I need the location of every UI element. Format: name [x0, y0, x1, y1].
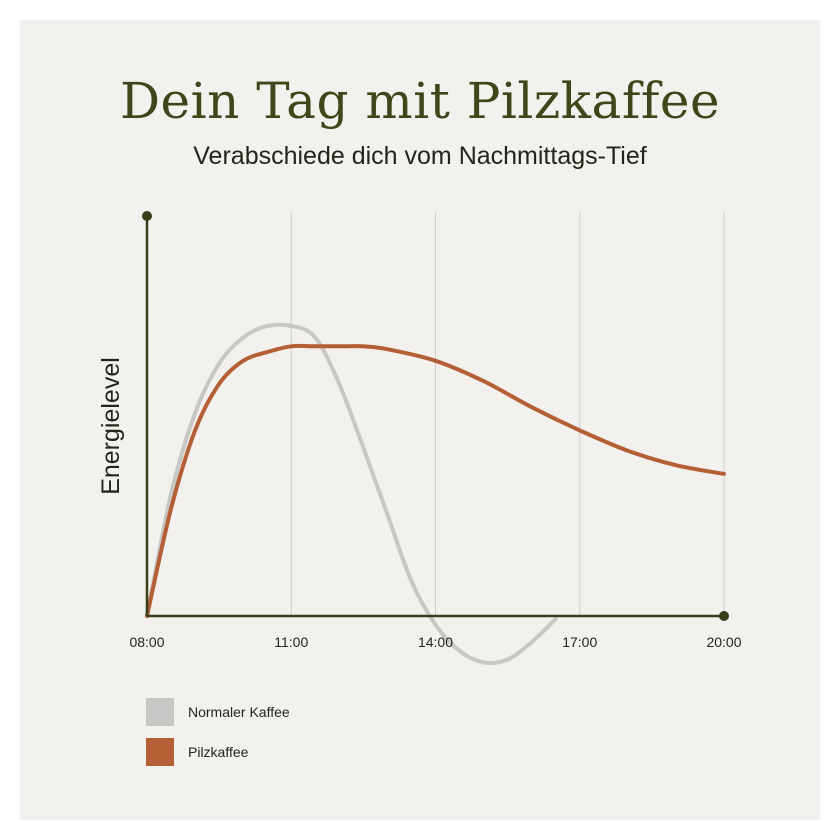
x-tick-label: 20:00 [706, 634, 741, 650]
x-axis-end-dot [719, 611, 729, 621]
axes [142, 211, 729, 621]
legend-label-pilzkaffee: Pilzkaffee [188, 744, 249, 760]
chart-title: Dein Tag mit Pilzkaffee [119, 72, 721, 130]
chart-card [20, 20, 820, 820]
series-lines [145, 322, 726, 666]
legend-label-normaler-kaffee: Normaler Kaffee [188, 704, 290, 720]
x-tick-labels: 08:00 11:00 14:00 17:00 20:00 [129, 634, 741, 650]
grid-lines [290, 212, 725, 616]
series-line-pilzkaffee [145, 343, 726, 618]
x-tick-label: 17:00 [562, 634, 597, 650]
x-tick-label: 08:00 [129, 634, 164, 650]
legend-item-pilzkaffee: Pilzkaffee [146, 738, 290, 766]
chart-subtitle: Verabschiede dich vom Nachmittags-Tief [193, 142, 647, 170]
legend: Normaler Kaffee Pilzkaffee [146, 698, 290, 778]
legend-item-normaler-kaffee: Normaler Kaffee [146, 698, 290, 726]
legend-swatch-normaler-kaffee [146, 698, 174, 726]
series-line-normaler-kaffee [145, 322, 558, 666]
y-axis-end-dot [142, 211, 152, 221]
x-tick-label: 11:00 [274, 634, 308, 650]
legend-swatch-pilzkaffee [146, 738, 174, 766]
y-axis-label: Energielevel [97, 357, 125, 495]
x-tick-label: 14:00 [418, 634, 453, 650]
